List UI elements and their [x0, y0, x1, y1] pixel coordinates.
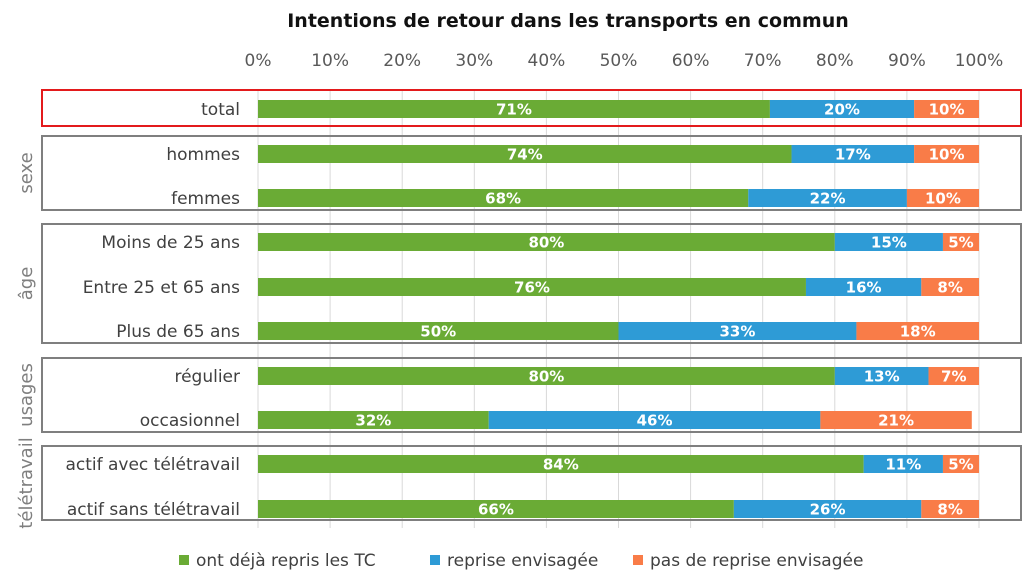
bar-value-label: 7%	[941, 368, 966, 386]
bar-segment	[834, 367, 929, 385]
bar-segment	[258, 189, 749, 207]
bar-value-label: 21%	[878, 412, 914, 430]
bar-segment	[258, 278, 806, 296]
bar-value-label: 50%	[420, 323, 456, 341]
x-tick-label: 90%	[888, 51, 926, 71]
group-label: âge	[16, 267, 37, 301]
bar-value-label: 76%	[514, 279, 550, 297]
group-box	[41, 135, 1022, 211]
bar-segment	[733, 500, 922, 518]
bar-value-label: 80%	[528, 234, 564, 252]
category-label: actif sans télétravail	[67, 500, 240, 520]
bar-segment	[906, 189, 979, 207]
legend-label: reprise envisagée	[447, 551, 598, 571]
bar-value-label: 11%	[885, 456, 921, 474]
x-tick-label: 70%	[744, 51, 782, 71]
bar-value-label: 18%	[900, 323, 936, 341]
bar-value-label: 8%	[937, 501, 962, 519]
group-box	[41, 223, 1022, 344]
bar-segment	[618, 322, 857, 340]
bar-value-label: 80%	[528, 368, 564, 386]
bar-segment	[488, 411, 821, 429]
bar-value-label: 66%	[478, 501, 514, 519]
bar-segment	[921, 278, 979, 296]
bar-value-label: 22%	[810, 190, 846, 208]
bar-value-label: 10%	[925, 190, 961, 208]
x-tick-label: 20%	[383, 51, 421, 71]
bar-value-label: 16%	[846, 279, 882, 297]
category-label: actif avec télétravail	[65, 455, 240, 475]
bar-value-label: 68%	[485, 190, 521, 208]
bar-segment	[856, 322, 979, 340]
bar-segment	[258, 367, 835, 385]
bar-segment	[258, 233, 835, 251]
bar-segment	[258, 500, 734, 518]
bar-segment	[258, 455, 864, 473]
x-tick-label: 40%	[528, 51, 566, 71]
bar-segment	[258, 322, 619, 340]
bar-segment	[942, 233, 979, 251]
legend-label: ont déjà repris les TC	[196, 551, 376, 571]
legend-swatch	[633, 555, 643, 565]
x-tick-label: 30%	[455, 51, 493, 71]
bar-value-label: 46%	[637, 412, 673, 430]
x-tick-label: 0%	[245, 51, 272, 71]
x-tick-label: 60%	[672, 51, 710, 71]
bar-value-label: 8%	[937, 279, 962, 297]
bar-value-label: 5%	[948, 456, 973, 474]
legend-swatch	[430, 555, 440, 565]
bar-segment	[863, 455, 943, 473]
bar-value-label: 17%	[835, 146, 871, 164]
bar-segment	[820, 411, 972, 429]
group-box	[41, 445, 1022, 521]
x-tick-label: 10%	[311, 51, 349, 71]
bar-value-label: 32%	[355, 412, 391, 430]
legend-label: pas de reprise envisagée	[650, 551, 863, 571]
category-label: Entre 25 et 65 ans	[83, 278, 240, 298]
group-label: usages	[16, 363, 37, 427]
category-label: occasionnel	[140, 411, 240, 431]
bar-value-label: 20%	[824, 101, 860, 119]
highlight-box	[41, 89, 1022, 127]
bar-value-label: 71%	[496, 101, 532, 119]
bar-value-label: 74%	[507, 146, 543, 164]
bar-segment	[769, 100, 915, 118]
bar-value-label: 13%	[864, 368, 900, 386]
group-label: sexe	[16, 152, 37, 193]
group-label: télétravail	[16, 437, 37, 528]
x-tick-label: 100%	[955, 51, 1004, 71]
bar-segment	[258, 100, 770, 118]
x-tick-label: 50%	[600, 51, 638, 71]
bar-segment	[834, 233, 943, 251]
category-label: régulier	[174, 367, 240, 387]
bar-value-label: 33%	[720, 323, 756, 341]
group-box	[41, 357, 1022, 433]
category-label: Plus de 65 ans	[116, 322, 240, 342]
bar-segment	[921, 500, 979, 518]
bar-value-label: 5%	[948, 234, 973, 252]
bar-value-label: 84%	[543, 456, 579, 474]
bar-segment	[748, 189, 907, 207]
category-label: femmes	[171, 189, 240, 209]
bar-segment	[258, 145, 792, 163]
bar-segment	[805, 278, 922, 296]
category-label: total	[201, 100, 240, 120]
bar-value-label: 10%	[929, 101, 965, 119]
bar-value-label: 10%	[929, 146, 965, 164]
legend-swatch	[179, 555, 189, 565]
bar-segment	[928, 367, 979, 385]
chart-title: Intentions de retour dans les transports…	[287, 10, 849, 32]
bar-segment	[258, 411, 489, 429]
bar-value-label: 26%	[810, 501, 846, 519]
bar-segment	[942, 455, 979, 473]
x-tick-label: 80%	[816, 51, 854, 71]
bar-segment	[791, 145, 915, 163]
bar-segment	[914, 100, 979, 118]
bar-value-label: 15%	[871, 234, 907, 252]
category-label: hommes	[166, 145, 240, 165]
bar-segment	[914, 145, 979, 163]
category-label: Moins de 25 ans	[101, 233, 240, 253]
